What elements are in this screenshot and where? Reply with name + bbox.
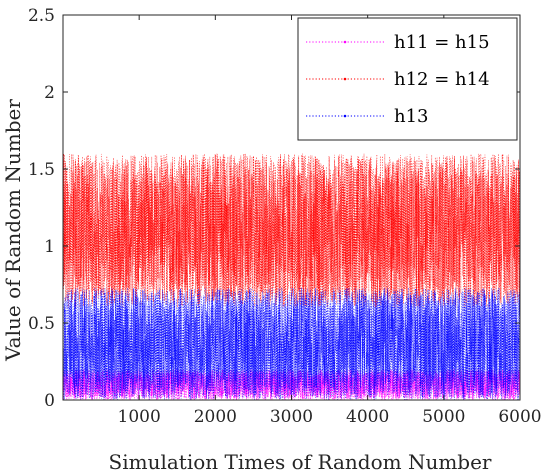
x-tick-label: 2000: [194, 407, 237, 427]
series-line-3: [62, 287, 521, 400]
x-tick-label: 4000: [346, 407, 389, 427]
x-tick-label: 3000: [270, 407, 313, 427]
legend-box: [297, 17, 518, 141]
y-tick-label: 0: [44, 391, 55, 411]
x-tick-label: 5000: [422, 407, 465, 427]
y-tick-label: 2: [44, 83, 55, 103]
legend: h11 = h15 h12 = h14 h13: [297, 17, 518, 141]
x-tick-label: 6000: [498, 407, 541, 427]
y-tick-label: 0.5: [28, 314, 55, 334]
legend-marker: [343, 114, 347, 118]
legend-label: h12 = h14: [394, 69, 490, 90]
legend-label: h13: [394, 106, 429, 127]
series-line-2: [62, 153, 521, 308]
axes: 1000 2000 3000 4000 5000 6000 0 0.5 1 1.5 2 2.5: [28, 6, 542, 427]
plot-area: [62, 153, 521, 401]
y-axis-title: Value of Random Number: [1, 99, 25, 362]
y-tick-label: 2.5: [28, 6, 55, 26]
legend-label: h11 = h15: [394, 32, 490, 53]
legend-marker: [343, 77, 347, 81]
y-tick-label: 1.5: [28, 160, 55, 180]
y-tick-label: 1: [44, 237, 55, 257]
legend-marker: [343, 40, 347, 44]
x-tick-label: 1000: [118, 407, 161, 427]
x-axis-title: Simulation Times of Random Number: [109, 450, 492, 474]
